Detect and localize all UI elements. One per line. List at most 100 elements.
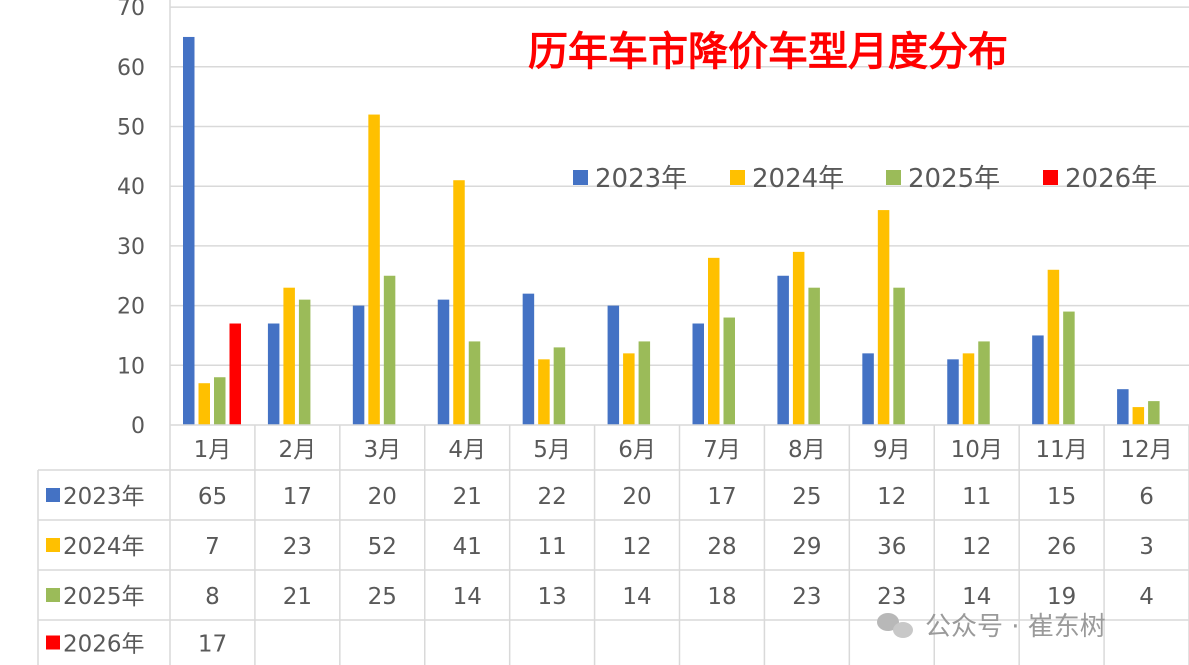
bar [437, 299, 450, 425]
legend-key [1043, 170, 1058, 185]
bar [808, 287, 820, 425]
bar [352, 305, 365, 425]
table-series-label: 2026年 [63, 632, 145, 658]
table-cell: 14 [453, 584, 482, 610]
y-tick-label: 0 [131, 414, 145, 439]
legend-label: 2025年 [908, 164, 1000, 194]
table-legend-key [46, 635, 60, 650]
category-label: 5月 [533, 437, 571, 463]
table-cell: 20 [622, 484, 651, 510]
legend-key [573, 170, 588, 185]
table-legend-key [46, 488, 60, 502]
table-cell: 22 [537, 484, 566, 510]
watermark-text: 公众号 · 崔东树 [925, 612, 1106, 642]
bar [229, 323, 241, 425]
bar [183, 36, 195, 425]
bar [298, 299, 311, 425]
table-cell: 12 [962, 534, 991, 560]
table-cell: 21 [283, 584, 312, 610]
bar [383, 275, 396, 425]
table-cell: 18 [707, 584, 736, 610]
table-cell: 17 [707, 484, 736, 510]
y-tick-label: 70 [117, 0, 145, 21]
table-cell: 15 [1047, 484, 1076, 510]
bar [708, 257, 720, 425]
table-cell: 28 [707, 534, 736, 560]
gridlines [169, 0, 1189, 425]
bars [183, 36, 1160, 425]
category-label: 9月 [873, 437, 911, 463]
legend-label: 2024年 [752, 164, 844, 194]
y-tick-label: 60 [117, 56, 145, 81]
legend-key [886, 170, 901, 185]
bar [862, 353, 874, 425]
category-label: 8月 [788, 437, 826, 463]
table-legend-key [46, 538, 60, 552]
category-label: 2月 [279, 437, 317, 463]
table-cell: 11 [962, 484, 991, 510]
watermark: 公众号 · 崔东树 [877, 612, 1106, 642]
table-cell: 17 [283, 484, 312, 510]
table-cell: 3 [1139, 534, 1154, 560]
bar [962, 353, 975, 425]
table-cell: 36 [877, 534, 906, 560]
table-cell: 13 [537, 584, 566, 610]
table-cell: 11 [537, 534, 566, 560]
legend-key [730, 170, 745, 185]
table-cell: 17 [198, 632, 227, 658]
table-cell: 41 [453, 534, 482, 560]
bar [1117, 389, 1129, 425]
table-series-label: 2023年 [63, 484, 145, 510]
y-axis-ticks: 0 10 20 30 40 50 60 70 [117, 0, 145, 439]
table-cell: 23 [877, 584, 906, 610]
table-cell: 14 [962, 584, 991, 610]
bar [692, 323, 704, 425]
table-cell: 26 [1047, 534, 1076, 560]
table-series-label: 2024年 [63, 534, 145, 560]
category-label: 11月 [1035, 437, 1087, 463]
y-tick-label: 30 [117, 235, 145, 260]
y-tick-label: 20 [117, 295, 145, 320]
table-cell: 12 [622, 534, 651, 560]
bar [368, 114, 380, 425]
table-cell: 7 [205, 534, 220, 560]
bar [607, 305, 620, 425]
bar [623, 353, 635, 425]
bar [1032, 335, 1044, 425]
table-cell: 20 [368, 484, 397, 510]
legend-label: 2026年 [1065, 164, 1157, 194]
table-legend-key [46, 588, 60, 602]
table-cell: 23 [283, 534, 312, 560]
bar [877, 210, 890, 425]
bar [978, 341, 990, 425]
bar [1148, 401, 1160, 425]
category-label: 6月 [618, 437, 656, 463]
table-cell: 65 [198, 484, 227, 510]
table-cell: 25 [368, 584, 397, 610]
table-cell: 52 [368, 534, 397, 560]
category-label: 3月 [363, 437, 401, 463]
category-label: 10月 [951, 437, 1003, 463]
bar [538, 359, 550, 425]
bar [198, 383, 210, 425]
y-tick-label: 50 [117, 116, 145, 141]
bar [792, 251, 805, 425]
table-cell: 21 [453, 484, 482, 510]
y-tick-label: 10 [117, 354, 145, 379]
bar [723, 317, 735, 425]
table-cell: 6 [1139, 484, 1154, 510]
bar [1047, 269, 1060, 425]
table-cell: 14 [622, 584, 651, 610]
chart-title: 历年车市降价车型月度分布 [528, 29, 1008, 75]
bar [214, 377, 226, 425]
category-label: 1月 [194, 437, 232, 463]
category-label: 4月 [448, 437, 486, 463]
table-cell: 29 [792, 534, 821, 560]
table-cell: 23 [792, 584, 821, 610]
data-table: 1月 2月 3月 4月 5月 6月 7月 8月 9月 10月 11月 12月 2023年 65 17 20 21… [37, 424, 1189, 665]
table-cell: 4 [1139, 584, 1154, 610]
table-cell: 19 [1047, 584, 1076, 610]
bar [893, 287, 905, 425]
category-label: 7月 [703, 437, 741, 463]
